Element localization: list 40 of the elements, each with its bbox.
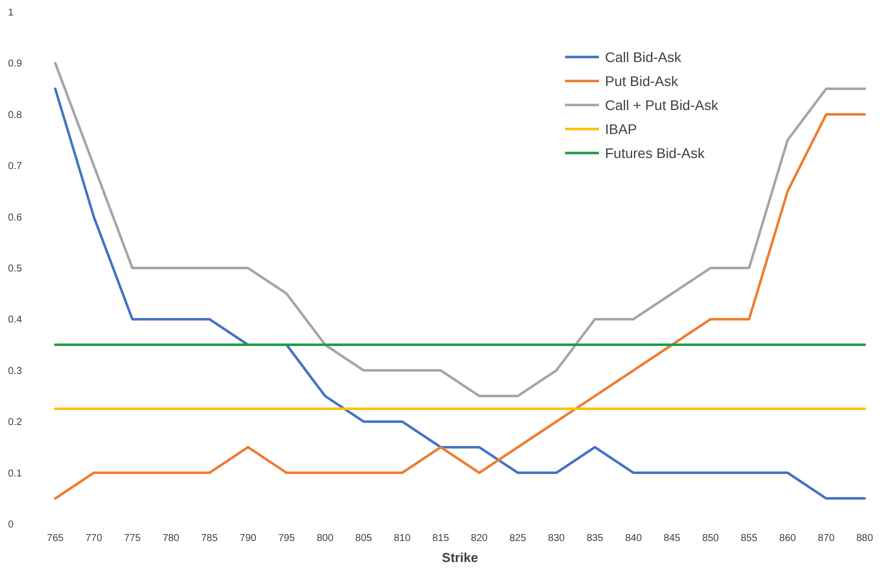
x-tick-label: 785 <box>201 533 218 544</box>
y-tick-label: 0.2 <box>8 417 22 428</box>
legend-label: IBAP <box>605 120 637 137</box>
x-tick-label: 855 <box>740 533 758 544</box>
y-tick-label: 0.9 <box>8 58 22 70</box>
y-tick-label: 0.4 <box>8 314 22 326</box>
x-tick-label: 825 <box>509 533 527 544</box>
x-tick-label: 860 <box>779 533 796 544</box>
x-tick-label: 800 <box>316 533 334 544</box>
x-tick-label: 770 <box>85 533 103 544</box>
x-tick-label: 835 <box>586 533 604 544</box>
y-tick-label: 0.7 <box>8 161 22 172</box>
legend-label: Put Bid-Ask <box>605 72 680 89</box>
x-tick-label: 775 <box>124 533 142 544</box>
x-tick-label: 830 <box>548 533 566 544</box>
y-tick-label: 0 <box>8 520 14 530</box>
x-tick-label: 805 <box>355 533 372 544</box>
x-tick-label: 820 <box>470 533 488 544</box>
y-tick-label: 0.1 <box>8 468 22 480</box>
x-tick-label: 840 <box>625 533 642 544</box>
x-tick-label: 815 <box>432 533 450 544</box>
x-tick-label: 795 <box>278 533 296 544</box>
x-tick-label: 870 <box>818 533 835 544</box>
x-axis-title: Strike <box>442 550 478 565</box>
x-tick-label: 845 <box>664 533 681 544</box>
x-tick-label: 765 <box>46 533 64 544</box>
y-tick-label: 1 <box>8 8 14 18</box>
x-tick-label: 850 <box>702 533 720 544</box>
x-tick-label: 810 <box>394 533 411 544</box>
y-tick-label: 0.3 <box>8 366 22 377</box>
line-series <box>54 62 866 398</box>
x-tick-label: 880 <box>856 533 874 544</box>
legend-label: Call + Put Bid-Ask <box>605 96 720 113</box>
y-tick-label: 0.6 <box>8 212 22 224</box>
y-tick-label: 0.8 <box>8 110 22 121</box>
legend-label: Futures Bid-Ask <box>605 144 706 161</box>
x-tick-label: 780 <box>162 533 180 544</box>
y-tick-label: 0.5 <box>8 264 22 274</box>
x-tick-label: 790 <box>240 533 257 544</box>
legend-label: Call Bid-Ask <box>605 48 682 65</box>
